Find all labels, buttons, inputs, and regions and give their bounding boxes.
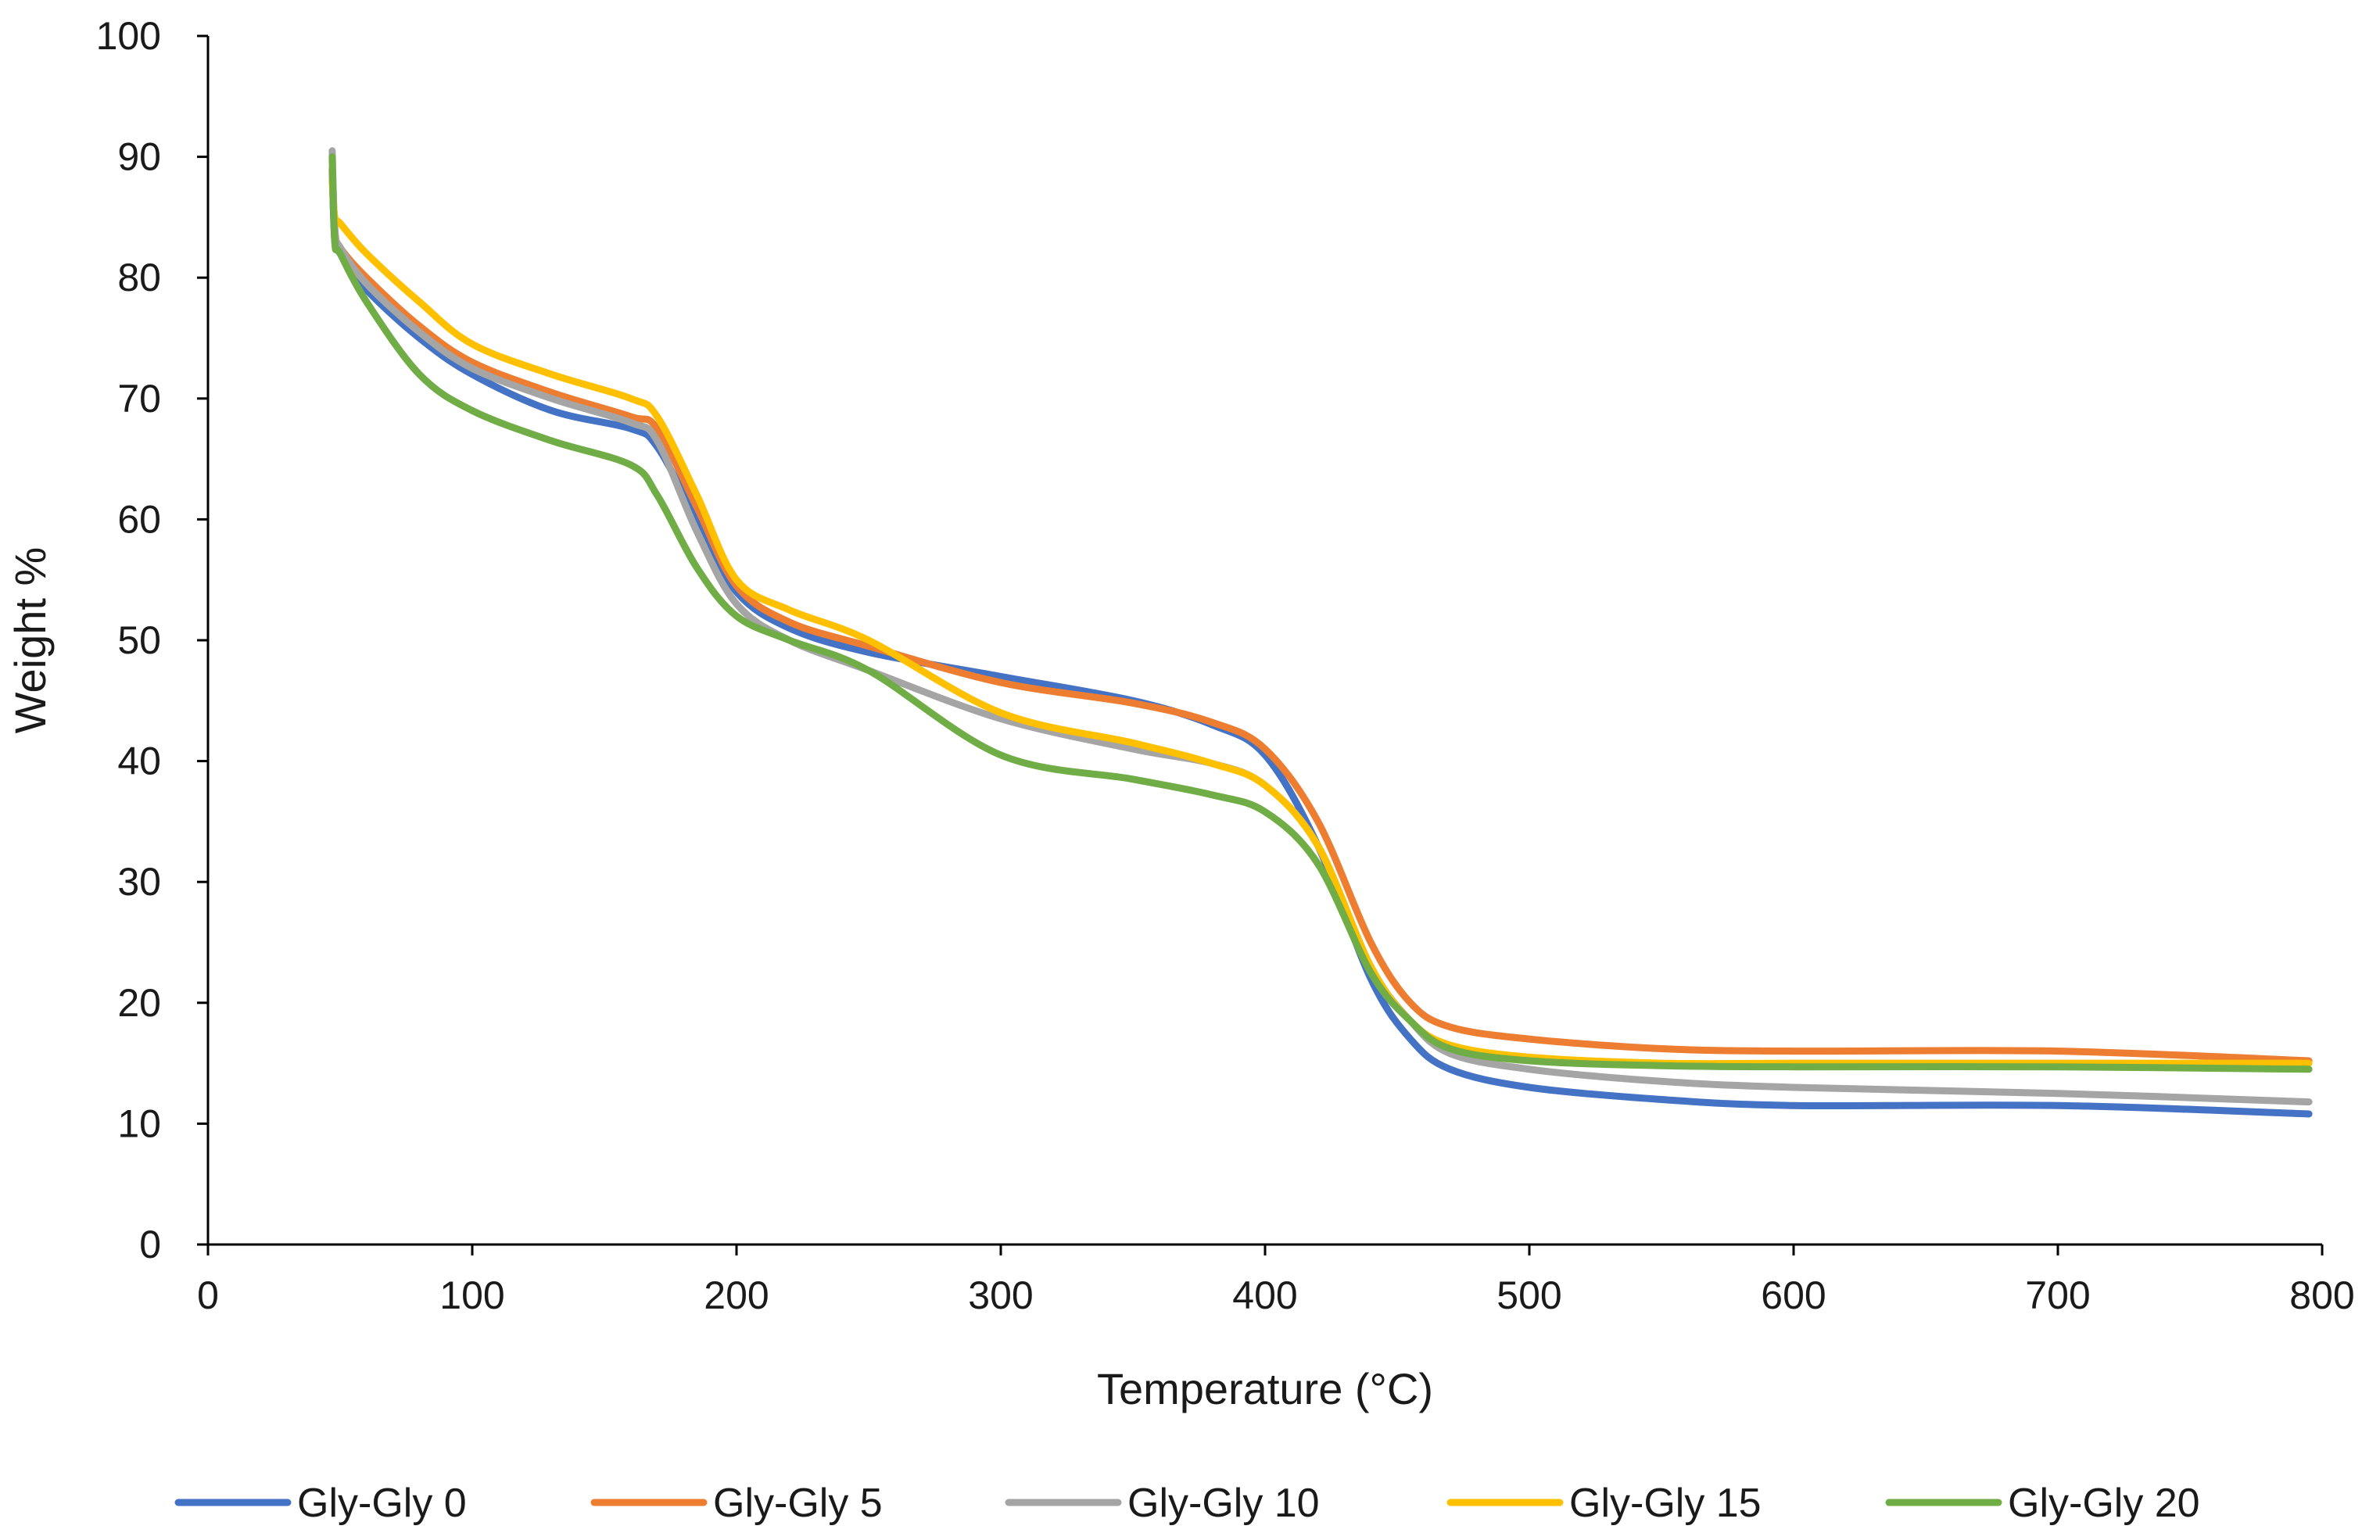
legend-label-gly-gly-20: Gly-Gly 20 — [2008, 1481, 2200, 1526]
series-line-gly-gly-20 — [328, 153, 2313, 1073]
x-tick-label: 100 — [439, 1273, 504, 1317]
y-tick-label: 30 — [117, 860, 161, 904]
x-axis: 0 100 200 300 400 500 600 700 800 — [197, 1243, 2355, 1317]
y-tick-label: 80 — [117, 256, 161, 299]
y-axis: 0 10 20 30 40 50 60 70 80 90 100 — [96, 14, 210, 1266]
legend-label-gly-gly-5: Gly-Gly 5 — [713, 1481, 883, 1526]
y-axis-title: Weight % — [5, 547, 55, 734]
x-tick-label: 200 — [704, 1273, 769, 1317]
series-line-gly-gly-15 — [328, 177, 2313, 1068]
legend-label-gly-gly-15: Gly-Gly 15 — [1569, 1481, 1762, 1526]
y-tick-label: 0 — [139, 1223, 161, 1266]
x-axis-title: Temperature (°C) — [1097, 1364, 1433, 1413]
legend-label-gly-gly-0: Gly-Gly 0 — [297, 1481, 467, 1526]
x-tick-label: 500 — [1496, 1273, 1561, 1317]
series-lines — [328, 147, 2313, 1118]
series-line-gly-gly-10 — [328, 147, 2313, 1106]
y-tick-label: 10 — [117, 1101, 161, 1145]
y-tick-label: 100 — [96, 14, 161, 58]
x-tick-label: 400 — [1232, 1273, 1297, 1317]
x-tick-label: 0 — [197, 1273, 219, 1317]
y-tick-label: 20 — [117, 981, 161, 1025]
y-tick-label: 60 — [117, 497, 161, 541]
legend-label-gly-gly-10: Gly-Gly 10 — [1127, 1481, 1320, 1526]
x-tick-label: 700 — [2025, 1273, 2090, 1317]
series-line-gly-gly-5 — [328, 165, 2313, 1065]
y-tick-label: 40 — [117, 740, 161, 783]
x-tick-label: 600 — [1761, 1273, 1826, 1317]
series-line-gly-gly-0 — [328, 165, 2313, 1118]
y-tick-label: 70 — [117, 377, 161, 421]
x-tick-label: 300 — [968, 1273, 1033, 1317]
x-tick-label: 800 — [2289, 1273, 2354, 1317]
y-tick-label: 90 — [117, 135, 161, 179]
legend: Gly-Gly 0 Gly-Gly 5 Gly-Gly 10 Gly-Gly 15 Gl… — [174, 1481, 2200, 1526]
y-tick-label: 50 — [117, 618, 161, 662]
